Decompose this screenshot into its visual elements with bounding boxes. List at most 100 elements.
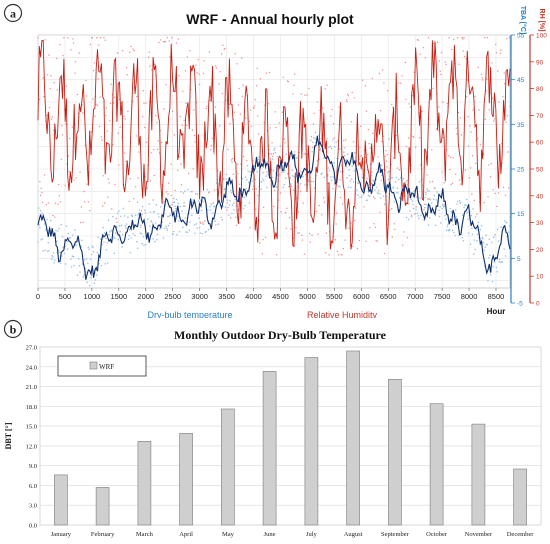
tba-scatter-point	[121, 234, 124, 236]
tba-scatter-point	[410, 216, 413, 218]
rh-scatter-point	[152, 199, 154, 201]
rh-scatter-point	[461, 37, 463, 39]
rh-scatter-point	[160, 39, 162, 41]
rh-scatter-point	[101, 139, 103, 141]
rh-scatter-point	[295, 226, 297, 229]
rh-scatter-point	[163, 108, 165, 110]
tba-scatter-point	[42, 250, 44, 252]
rh-scatter-point	[259, 242, 261, 244]
rh-scatter-point	[509, 105, 511, 108]
rh-scatter-point	[427, 37, 430, 39]
tba-scatter-point	[433, 194, 436, 197]
tba-scatter-point	[47, 241, 50, 244]
rh-scatter-point	[62, 55, 64, 57]
tba-scatter-point	[110, 229, 113, 232]
rh-scatter-point	[107, 178, 110, 180]
tba-scatter-point	[475, 228, 478, 231]
rh-scatter-point	[74, 72, 76, 74]
hour-axis-label: Hour	[487, 307, 506, 316]
rh-scatter-point	[466, 79, 468, 81]
tba-scatter-point	[163, 227, 166, 230]
tba-scatter-point	[116, 226, 118, 228]
rh-scatter-point	[257, 133, 260, 135]
tba-scatter-point	[310, 180, 313, 183]
tba-scatter-point	[438, 209, 440, 212]
tba-scatter-point	[372, 196, 375, 198]
tba-scatter-point	[380, 164, 383, 167]
rh-scatter-point	[145, 102, 147, 104]
rh-scatter-point	[458, 63, 460, 65]
tba-scatter-point	[273, 147, 276, 150]
tba-scatter-point	[319, 148, 322, 150]
tba-scatter-point	[382, 195, 385, 197]
tba-scatter-point	[332, 176, 335, 178]
rh-scatter-point	[145, 141, 148, 143]
rh-scatter-point	[393, 223, 395, 225]
rh-scatter-point	[466, 96, 468, 98]
tba-scatter-point	[229, 189, 232, 192]
rh-scatter-point	[343, 155, 346, 157]
tba-scatter-point	[55, 229, 57, 232]
tba-scatter-point	[63, 252, 66, 255]
rh-scatter-point	[459, 117, 461, 119]
tba-scatter-point	[454, 234, 456, 237]
rh-scatter-point	[43, 174, 46, 176]
tba-scatter-point	[473, 253, 475, 255]
tba-scatter-point	[496, 228, 499, 231]
tba-scatter-point	[230, 192, 233, 194]
rh-scatter-point	[237, 163, 239, 165]
tba-scatter-point	[82, 276, 85, 279]
rh-scatter-point	[429, 181, 431, 183]
rh-scatter-point	[233, 202, 235, 204]
rh-scatter-point	[64, 184, 66, 187]
tba-scatter-point	[238, 183, 241, 186]
tba-scatter-point	[231, 204, 234, 206]
tba-scatter-point	[444, 214, 447, 217]
tba-scatter-point	[428, 190, 431, 192]
rh-scatter-point	[133, 198, 135, 200]
tba-scatter-point	[452, 224, 454, 226]
rh-scatter-point	[230, 159, 232, 161]
tba-scatter-point	[432, 198, 435, 200]
rh-scatter-point	[467, 145, 470, 147]
rh-scatter-point	[198, 73, 200, 75]
rh-scatter-point	[49, 88, 51, 90]
tba-scatter-point	[275, 186, 278, 188]
tba-scatter-point	[113, 252, 116, 255]
rh-scatter-point	[268, 71, 271, 74]
rh-scatter-point	[235, 216, 237, 218]
dbt-tick-label: 21.0	[26, 384, 37, 391]
rh-scatter-point	[153, 148, 155, 151]
rh-scatter-point	[197, 58, 200, 61]
rh-scatter-point	[359, 147, 361, 149]
rh-scatter-point	[321, 107, 324, 109]
tba-scatter-point	[228, 204, 231, 206]
rh-scatter-point	[48, 54, 50, 56]
rh-scatter-point	[72, 42, 75, 44]
tba-scatter-point	[442, 203, 444, 206]
rh-scatter-point	[363, 206, 365, 208]
tba-scatter-point	[136, 247, 139, 250]
rh-scatter-point	[214, 106, 216, 108]
rh-scatter-point	[499, 52, 501, 54]
rh-scatter-point	[74, 61, 77, 63]
tba-scatter-point	[269, 157, 271, 159]
tba-scatter-point	[266, 160, 269, 163]
rh-scatter-point	[191, 129, 194, 131]
rh-scatter-point	[61, 134, 64, 136]
rh-scatter-point	[200, 222, 202, 225]
rh-scatter-point	[173, 134, 176, 136]
rh-scatter-point	[504, 83, 506, 85]
tba-scatter-point	[103, 232, 106, 234]
monthly-grid	[40, 346, 541, 526]
tba-scatter-point	[438, 215, 441, 218]
tba-scatter-point	[251, 180, 253, 182]
tba-scatter-point	[482, 241, 485, 244]
tba-scatter-point	[167, 215, 169, 218]
rh-scatter-point	[460, 183, 462, 185]
tba-scatter-point	[118, 210, 120, 212]
tba-scatter-point	[272, 169, 275, 172]
tba-scatter-point	[60, 224, 63, 226]
rh-scatter-point	[336, 212, 338, 214]
rh-scatter-point	[435, 128, 437, 130]
